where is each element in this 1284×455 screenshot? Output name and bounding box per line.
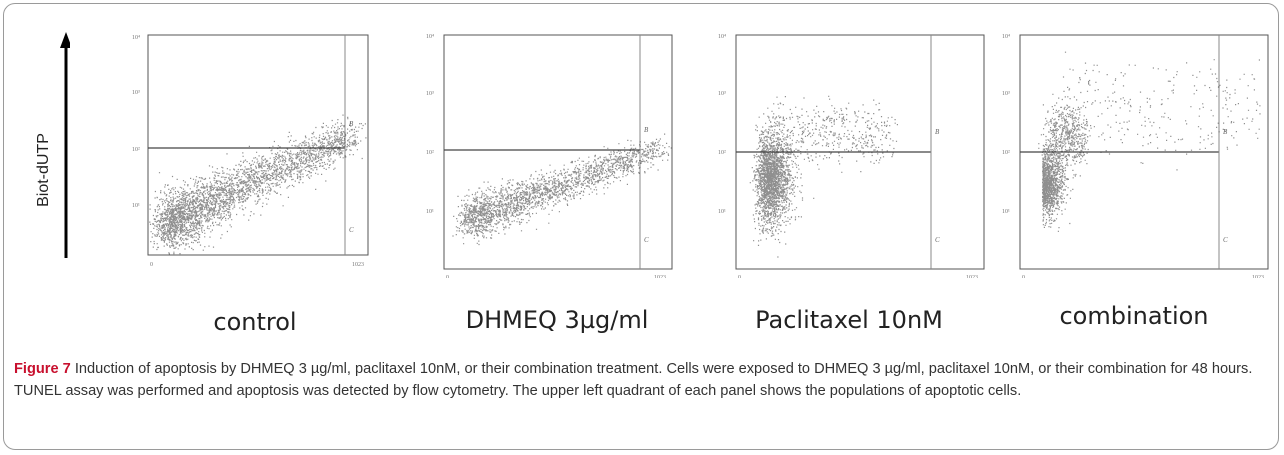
flow-plot-combination: 10⁴ 10³ 10² 10¹ 0 1023 B C: [1002, 34, 1269, 278]
svg-text:1023: 1023: [352, 262, 364, 268]
panel-label-paclitaxel: Paclitaxel 10nM: [755, 306, 943, 334]
svg-text:10⁴: 10⁴: [132, 35, 140, 41]
svg-text:10³: 10³: [718, 91, 726, 97]
svg-text:10²: 10²: [132, 147, 140, 153]
panel-dhmeq: 10⁴ 10³ 10² 10¹ 0 1023 B C: [400, 28, 680, 278]
svg-text:C: C: [349, 226, 354, 234]
panel-label-control: control: [213, 308, 297, 336]
y-axis: Biot-dUTP: [20, 30, 72, 265]
flow-plot-paclitaxel: 10⁴ 10³ 10² 10¹ 0 1023 B C: [718, 34, 985, 278]
svg-text:10¹: 10¹: [1002, 209, 1010, 215]
panel-label-dhmeq: DHMEQ 3µg/ml: [465, 306, 649, 334]
flow-plot-control: 10⁴ 10³ 10² 10¹ 0 1023 B C: [132, 34, 369, 268]
svg-text:10⁴: 10⁴: [718, 34, 726, 40]
panel-paclitaxel: 10⁴ 10³ 10² 10¹ 0 1023 B C: [700, 28, 990, 278]
figure-label: Figure 7: [14, 361, 71, 377]
panel-combination: 10⁴ 10³ 10² 10¹ 0 1023 B C: [990, 28, 1280, 278]
svg-text:10³: 10³: [132, 90, 140, 96]
svg-text:C: C: [935, 236, 940, 244]
svg-text:1023: 1023: [966, 275, 978, 278]
svg-text:0: 0: [446, 275, 449, 278]
y-axis-arrow: [60, 32, 72, 258]
svg-text:10²: 10²: [718, 150, 726, 156]
flow-plot-dhmeq: 10⁴ 10³ 10² 10¹ 0 1023 B C: [426, 34, 673, 278]
svg-text:0: 0: [738, 275, 741, 278]
svg-text:C: C: [644, 236, 649, 244]
event-cloud: [452, 133, 672, 246]
panel-label-combination: combination: [1059, 302, 1209, 330]
svg-text:10³: 10³: [426, 91, 434, 97]
figure-caption: Figure 7 Induction of apoptosis by DHMEQ…: [14, 358, 1270, 402]
svg-text:10³: 10³: [1002, 91, 1010, 97]
caption-text: Induction of apoptosis by DHMEQ 3 µg/ml,…: [14, 361, 1253, 399]
svg-text:1023: 1023: [1252, 275, 1264, 278]
svg-text:B: B: [644, 126, 649, 134]
svg-text:B: B: [935, 128, 940, 136]
svg-text:10²: 10²: [426, 150, 434, 156]
svg-text:10¹: 10¹: [426, 209, 434, 215]
svg-text:C: C: [1223, 236, 1228, 244]
svg-text:10¹: 10¹: [132, 203, 140, 209]
svg-text:10⁴: 10⁴: [1002, 34, 1010, 40]
svg-text:10¹: 10¹: [718, 209, 726, 215]
svg-text:0: 0: [1022, 275, 1025, 278]
svg-text:10²: 10²: [1002, 150, 1010, 156]
figure-frame: [3, 3, 1279, 450]
svg-text:B: B: [349, 120, 354, 128]
event-cloud: [749, 95, 898, 258]
svg-text:1023: 1023: [654, 275, 666, 278]
svg-text:0: 0: [150, 262, 153, 268]
svg-text:B: B: [1223, 128, 1228, 136]
svg-text:10⁴: 10⁴: [426, 34, 434, 40]
panel-control: 10⁴ 10³ 10² 10¹ 0 1023 B C: [112, 30, 384, 270]
event-cloud: [149, 114, 367, 255]
y-axis-label: Biot-dUTP: [35, 133, 52, 207]
